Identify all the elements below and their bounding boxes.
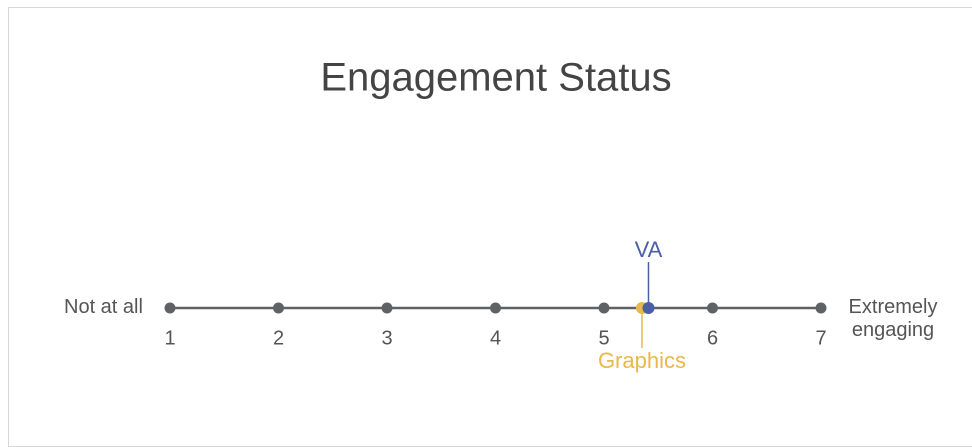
tick-dot [164, 302, 176, 314]
point-label: Graphics [598, 348, 686, 373]
chart-title: Engagement Status [320, 56, 671, 100]
point [642, 302, 655, 314]
point-label: VA [635, 237, 663, 262]
tick-dot [381, 302, 393, 314]
min-label: Not at all [64, 296, 143, 318]
x-tick-label: 6 [707, 327, 718, 349]
tick-dot [273, 302, 284, 314]
x-tick-label: 5 [598, 327, 609, 349]
x-tick-label: 2 [273, 327, 284, 349]
max-label: Extremely engaging [848, 296, 938, 341]
x-tick-label: 7 [815, 327, 826, 349]
x-tick-label: 3 [381, 327, 392, 349]
tick-dot [598, 302, 610, 314]
x-tick-label: 1 [164, 327, 175, 349]
tick-dot [490, 302, 501, 314]
tick-dot [815, 302, 827, 314]
x-tick-label: 4 [490, 327, 501, 349]
tick-dot [707, 302, 718, 314]
